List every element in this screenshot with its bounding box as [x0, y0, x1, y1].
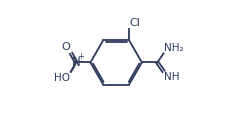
Text: HO: HO: [54, 73, 70, 83]
Text: Cl: Cl: [130, 18, 141, 28]
Text: N: N: [72, 56, 81, 69]
Text: NH: NH: [164, 72, 180, 82]
Text: NH₂: NH₂: [164, 43, 184, 53]
Text: +: +: [77, 52, 84, 61]
Text: O: O: [61, 42, 70, 52]
